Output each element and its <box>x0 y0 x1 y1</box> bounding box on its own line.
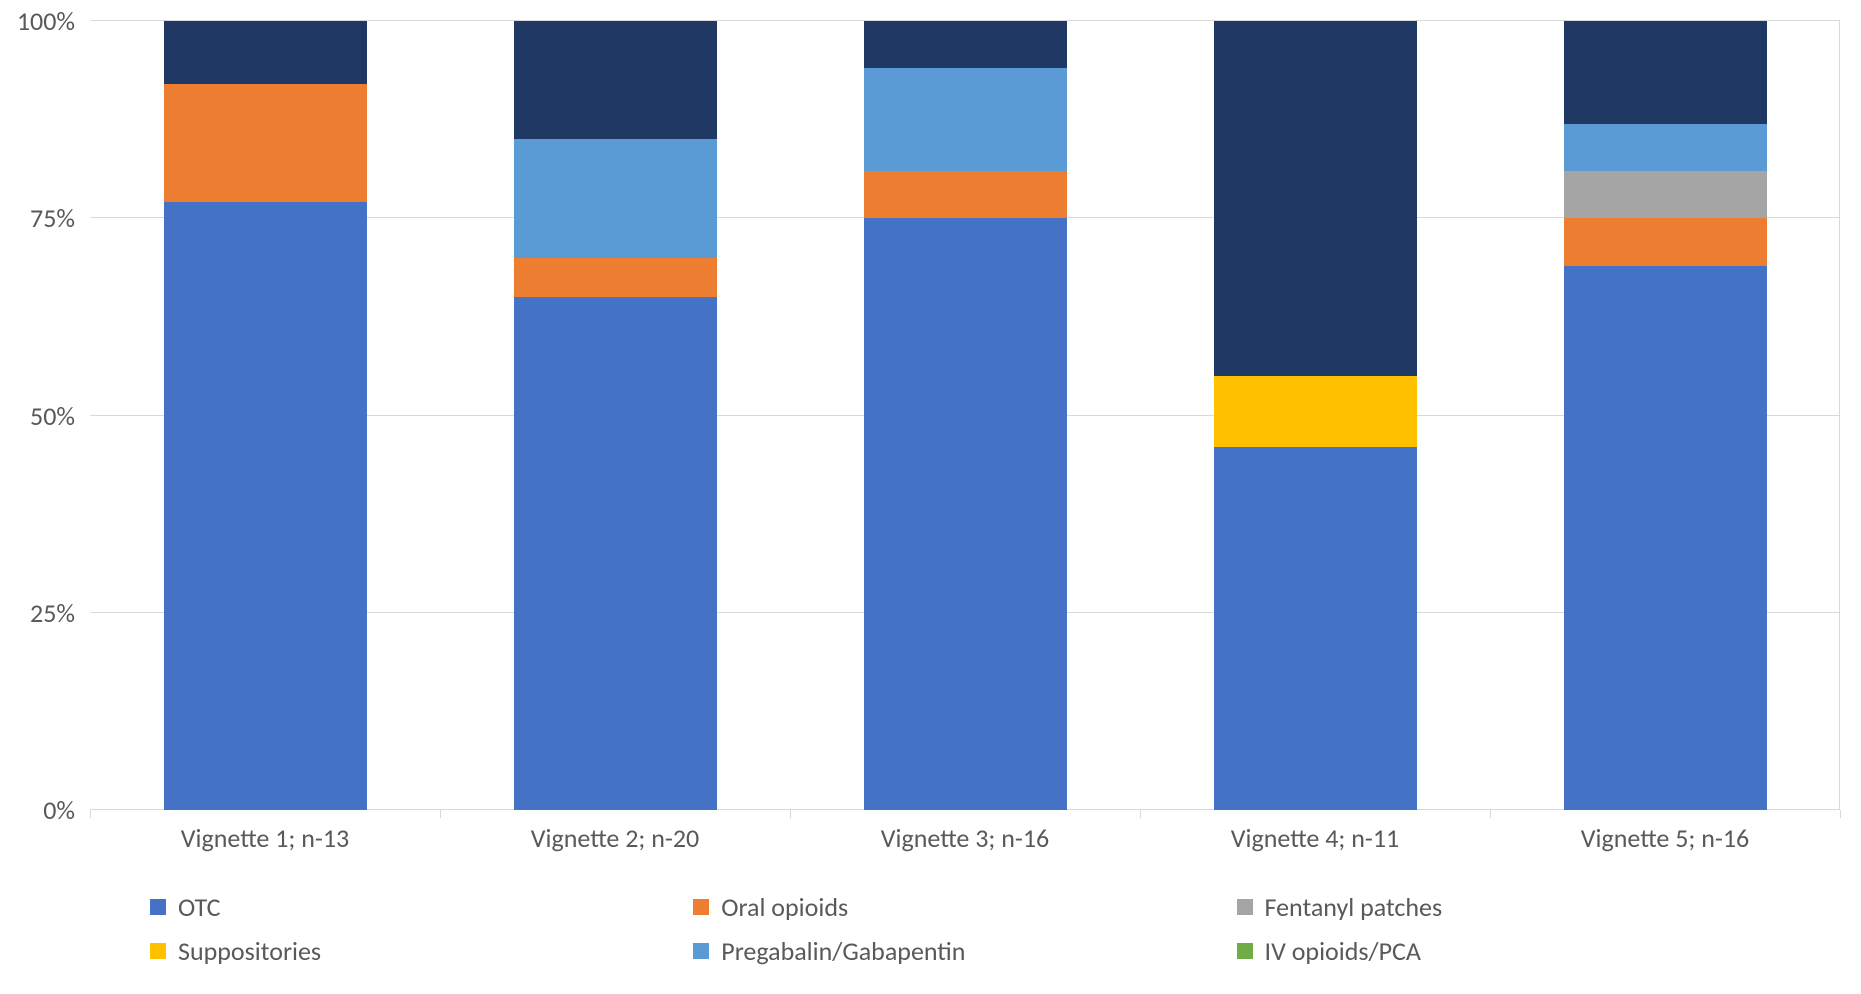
bar-segment-supp <box>1214 376 1417 447</box>
x-axis-tick <box>440 810 441 818</box>
stacked-bar <box>514 21 717 810</box>
bar-segment-pregab <box>514 139 717 257</box>
y-axis-tick-label: 0% <box>43 794 90 826</box>
stacked-bar <box>1564 21 1767 810</box>
legend-swatch <box>1237 899 1253 915</box>
x-axis-tick <box>1490 810 1491 818</box>
y-axis-tick-label: 100% <box>17 5 90 37</box>
bar-segment-otc <box>514 297 717 810</box>
bar-segment-other <box>1564 21 1767 124</box>
legend-label: Oral opioids <box>721 891 848 923</box>
x-axis-tick-label: Vignette 2; n-20 <box>531 810 699 854</box>
stacked-bar <box>864 21 1067 810</box>
x-axis-tick <box>790 810 791 818</box>
legend-swatch <box>693 943 709 959</box>
stacked-bar <box>164 21 367 810</box>
legend-swatch <box>1237 943 1253 959</box>
x-axis-tick-label: Vignette 1; n-13 <box>181 810 349 854</box>
y-axis-tick-label: 25% <box>30 597 90 629</box>
bar-segment-fentanyl <box>1564 171 1767 218</box>
bar-segment-oral_opioids <box>864 171 1067 218</box>
x-axis-tick-label: Vignette 5; n-16 <box>1581 810 1749 854</box>
x-axis-tick <box>1140 810 1141 818</box>
bar-segment-other <box>164 21 367 84</box>
stacked-bar-chart: 0% 25% 50% 75% 100% Vignette 1; n-13 Vignette … <box>0 0 1861 994</box>
bar-segment-oral_opioids <box>164 84 367 202</box>
legend-label: Suppositories <box>178 935 321 967</box>
legend-label: Fentanyl patches <box>1265 891 1443 923</box>
plot-area: 0%25%50%75%100%Vignette 1; n-13Vignette … <box>90 20 1840 810</box>
legend-swatch <box>150 899 166 915</box>
bar-group <box>1214 21 1417 810</box>
legend-label: OTC <box>178 891 221 923</box>
x-axis-tick <box>90 810 91 818</box>
bar-segment-otc <box>164 202 367 810</box>
legend-swatch <box>150 943 166 959</box>
bar-segment-other <box>864 21 1067 68</box>
y-axis-tick-label: 50% <box>30 400 90 432</box>
legend-item: IV opioids/PCA <box>1237 929 1780 973</box>
x-axis-tick <box>1840 810 1841 818</box>
legend-item: Suppositories <box>150 929 693 973</box>
legend: OTC Oral opioids Fentanyl patches Supposito… <box>90 875 1840 983</box>
bar-segment-other <box>1214 21 1417 376</box>
bar-segment-pregab <box>864 68 1067 171</box>
x-axis-tick-label: Vignette 4; n-11 <box>1231 810 1399 854</box>
legend-item: Pregabalin/Gabapentin <box>693 929 1236 973</box>
legend-item: OTC <box>150 885 693 929</box>
legend-label: Pregabalin/Gabapentin <box>721 935 965 967</box>
bar-segment-otc <box>1564 266 1767 810</box>
bar-segment-other <box>514 21 717 139</box>
bar-group <box>1564 21 1767 810</box>
bar-segment-otc <box>1214 447 1417 810</box>
legend-item: Oral opioids <box>693 885 1236 929</box>
x-axis-tick-label: Vignette 3; n-16 <box>881 810 1049 854</box>
legend-label: IV opioids/PCA <box>1265 935 1421 967</box>
bar-segment-otc <box>864 218 1067 810</box>
bar-group <box>864 21 1067 810</box>
bar-segment-pregab <box>1564 124 1767 171</box>
legend-item: Fentanyl patches <box>1237 885 1780 929</box>
bar-group <box>514 21 717 810</box>
stacked-bar <box>1214 21 1417 810</box>
bar-segment-oral_opioids <box>514 258 717 297</box>
y-axis-tick-label: 75% <box>30 202 90 234</box>
legend-swatch <box>693 899 709 915</box>
bar-segment-oral_opioids <box>1564 218 1767 265</box>
bar-group <box>164 21 367 810</box>
